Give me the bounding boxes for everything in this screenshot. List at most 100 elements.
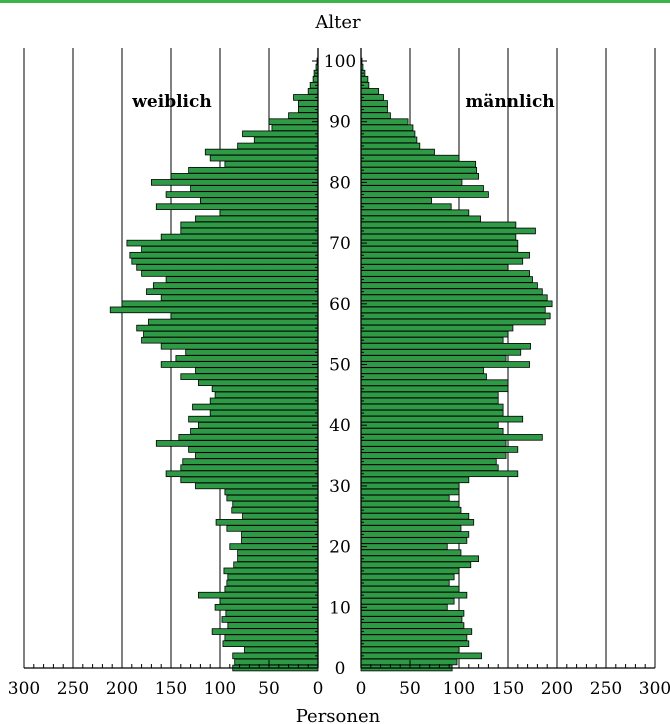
bar-male: [360, 385, 509, 393]
tick-labels: 300 250 200 150 100 50 0 0 50 100 150 200 250 3000102…: [8, 52, 670, 699]
bar-female: [204, 148, 319, 156]
bar-male: [360, 336, 504, 344]
bar-female: [160, 294, 319, 302]
x-tick-label-right: 300: [639, 679, 670, 699]
bar-male: [360, 270, 530, 277]
bar-male: [360, 306, 546, 314]
bar-male: [360, 215, 481, 223]
bar-female: [170, 312, 319, 320]
bar-female: [141, 245, 319, 253]
bar-male: [360, 142, 421, 150]
x-tick-label-right: 50: [399, 679, 421, 699]
y-tick-label: 50: [329, 356, 351, 376]
bar-male: [360, 88, 380, 95]
bar-female: [233, 561, 319, 569]
bar-male: [360, 634, 468, 641]
bar-female: [121, 300, 319, 308]
y-tick-label: 40: [329, 416, 351, 436]
bar-male: [360, 373, 487, 380]
bar-female: [223, 567, 319, 575]
bar-male: [360, 531, 470, 538]
bar-female: [242, 512, 319, 520]
bar-female: [221, 616, 319, 623]
bar-female: [152, 282, 319, 289]
bar-female: [225, 610, 319, 617]
series-label-female: weiblich: [131, 92, 211, 112]
bar-female: [209, 154, 319, 162]
bar-male: [360, 488, 460, 496]
bar-female: [219, 209, 319, 217]
bar-male: [360, 233, 517, 241]
bar-female: [198, 591, 319, 599]
bar-female: [141, 270, 319, 277]
y-tick-label: 90: [329, 113, 351, 133]
x-tick-label-left: 300: [8, 679, 40, 699]
bar-male: [360, 409, 504, 417]
bar-female: [237, 555, 319, 563]
bar-female: [199, 197, 319, 204]
x-tick-label-left: 200: [106, 679, 138, 699]
bar-male: [360, 300, 553, 308]
bar-male: [360, 646, 460, 654]
bar-male: [360, 203, 452, 210]
bar-male: [360, 403, 504, 411]
bar-male: [360, 179, 463, 186]
bar-female: [195, 215, 319, 223]
bar-female: [155, 440, 319, 447]
bar-male: [360, 597, 455, 605]
bar-female: [237, 142, 319, 150]
y-tick-label: 70: [329, 234, 351, 254]
bar-female: [227, 573, 319, 581]
bar-female: [188, 166, 319, 174]
bar-female: [195, 367, 319, 374]
bar-female: [198, 379, 319, 386]
bar-male: [360, 197, 432, 204]
bar-female: [165, 191, 319, 198]
bar-male: [360, 421, 499, 429]
bar-female: [241, 537, 319, 544]
bar-male: [360, 591, 468, 599]
chart-title: Alter: [314, 12, 361, 33]
bar-male: [360, 555, 479, 563]
bar-male: [360, 100, 388, 107]
x-tick-label-right: 150: [492, 679, 524, 699]
bar-male: [360, 276, 533, 283]
bar-male: [360, 367, 484, 374]
y-tick-label: 80: [329, 173, 351, 193]
bar-male: [360, 251, 530, 259]
bar-male: [360, 124, 414, 132]
bar-male: [360, 573, 455, 581]
bar-female: [160, 233, 319, 241]
bar-male: [360, 519, 475, 526]
bar-female: [136, 264, 319, 271]
bar-male: [360, 458, 497, 465]
bar-female: [195, 452, 319, 459]
bar-male: [360, 343, 531, 350]
bar-male: [360, 160, 477, 168]
bar-female: [241, 531, 319, 538]
x-tick-label-right: 250: [590, 679, 622, 699]
y-tick-label: 0: [335, 659, 346, 679]
bar-female: [190, 427, 319, 435]
bar-male: [360, 294, 548, 302]
bar-male: [360, 264, 509, 271]
bar-male: [360, 130, 416, 138]
bar-female: [234, 658, 319, 666]
bar-female: [293, 94, 319, 101]
y-tick-label: 10: [329, 598, 351, 618]
x-tick-label-left: 0: [313, 679, 324, 699]
bar-female: [150, 179, 319, 186]
bar-male: [360, 136, 418, 144]
female-bars: [109, 57, 319, 672]
y-tick-label: 100: [324, 52, 356, 72]
bar-male: [360, 154, 460, 162]
bar-male: [360, 258, 524, 265]
bar-female: [188, 446, 319, 453]
bar-female: [244, 646, 319, 654]
bar-female: [231, 506, 319, 514]
axes: [23, 48, 656, 669]
bar-female: [307, 88, 319, 95]
bar-female: [268, 118, 319, 125]
bar-female: [160, 361, 319, 368]
